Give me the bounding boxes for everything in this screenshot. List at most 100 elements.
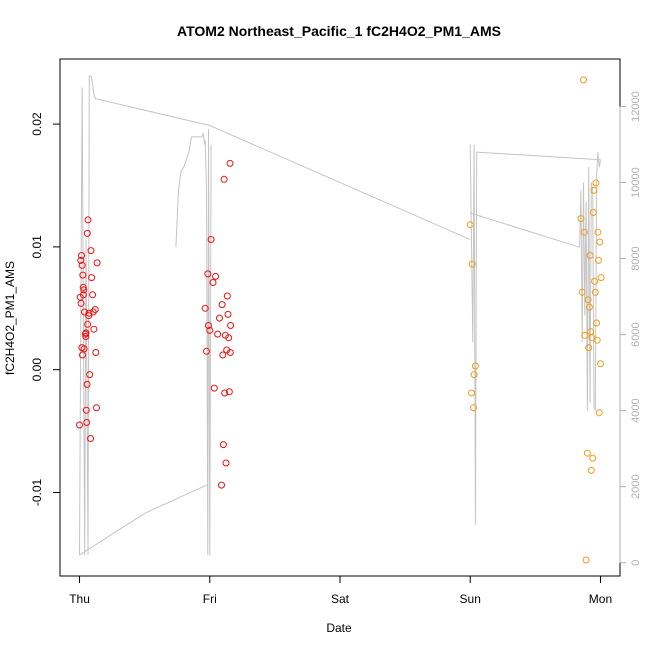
data-point (85, 309, 93, 317)
data-point (224, 310, 232, 318)
points-layer (76, 76, 605, 564)
data-point (83, 380, 91, 388)
y-axis: -0.01 0.00 0.01 0.02 (30, 112, 61, 506)
data-point (226, 159, 234, 167)
y-axis-label: fC2H4O2_PM1_AMS (3, 261, 17, 375)
data-point (225, 388, 233, 396)
data-point (216, 314, 223, 322)
right-tick-label: 6000 (630, 322, 642, 346)
data-point (466, 221, 474, 229)
x-tick-label: Fri (203, 592, 217, 606)
data-point (589, 454, 597, 462)
data-point (219, 441, 227, 449)
data-point (597, 274, 605, 282)
data-point (79, 351, 86, 359)
data-point (590, 186, 598, 194)
data-point (93, 259, 101, 267)
plot-frame (59, 58, 621, 577)
altitude-line-segment-3 (175, 129, 212, 556)
data-point (79, 291, 87, 299)
data-point (89, 291, 97, 299)
data-point (92, 349, 100, 356)
data-point (471, 362, 479, 370)
data-point (583, 449, 591, 457)
data-point (204, 270, 212, 278)
data-point (586, 252, 594, 259)
altitude-line-segment-7 (579, 152, 601, 411)
data-point (221, 389, 229, 397)
data-point (78, 252, 85, 259)
y-tick-label: 0.00 (30, 358, 44, 382)
data-point (597, 360, 604, 368)
data-point (86, 371, 94, 379)
data-point (594, 228, 602, 236)
data-point (220, 175, 228, 183)
data-point (587, 466, 595, 474)
data-point (91, 306, 99, 313)
data-point (207, 236, 215, 243)
data-point (584, 296, 592, 304)
data-point (88, 274, 96, 282)
data-point (82, 406, 90, 414)
data-point (87, 435, 95, 442)
data-point (76, 421, 83, 429)
data-point (80, 286, 88, 294)
data-point (90, 325, 98, 333)
data-point (595, 256, 602, 264)
right-tick-label: 0 (630, 560, 642, 566)
right-tick-label: 8000 (630, 246, 642, 270)
data-point (214, 330, 222, 338)
data-point (203, 347, 210, 355)
y-tick-label: 0.01 (30, 235, 44, 259)
data-point (77, 256, 85, 264)
data-point (593, 336, 601, 344)
data-point (581, 331, 589, 339)
data-point (205, 322, 212, 329)
data-point (596, 238, 604, 246)
altitude-line-segment-6 (470, 212, 580, 248)
data-point (585, 303, 593, 311)
altitude-line-segment-2 (79, 484, 208, 556)
x-axis-label: Date (326, 621, 352, 635)
data-point (591, 277, 599, 285)
altitude-line-segment-0 (79, 75, 97, 556)
data-point (209, 279, 217, 286)
data-point (218, 301, 226, 309)
data-point (83, 419, 91, 426)
data-point (82, 329, 90, 337)
data-point (470, 371, 478, 379)
data-point (591, 288, 599, 296)
right-axis: 0 2000 4000 6000 8000 10000 12000 (619, 91, 642, 566)
data-point (592, 179, 600, 187)
right-tick-label: 10000 (630, 167, 642, 198)
data-point (79, 271, 87, 279)
data-point (84, 216, 92, 224)
data-point (468, 389, 475, 397)
data-point (206, 326, 214, 334)
data-point (595, 409, 603, 417)
data-point (85, 312, 93, 320)
data-point (468, 260, 476, 268)
y-tick-label: -0.01 (30, 478, 44, 506)
data-point (593, 319, 601, 327)
data-point (83, 229, 91, 237)
secondary-line-layer (79, 75, 601, 556)
data-point (81, 308, 88, 316)
data-point (218, 481, 225, 489)
data-point (225, 334, 233, 342)
data-point (589, 209, 597, 216)
data-point (585, 344, 593, 352)
x-tick-label: Mon (589, 592, 612, 606)
data-point (470, 404, 477, 412)
data-point (77, 299, 85, 307)
altitude-line-segment-5 (476, 151, 601, 161)
right-tick-label: 12000 (630, 91, 642, 122)
x-tick-label: Sat (331, 592, 350, 606)
data-point (577, 215, 585, 223)
right-tick-label: 2000 (630, 474, 642, 498)
data-point (80, 345, 88, 353)
data-point (82, 333, 90, 340)
data-point (210, 384, 218, 392)
x-tick-label: Thu (69, 592, 90, 606)
